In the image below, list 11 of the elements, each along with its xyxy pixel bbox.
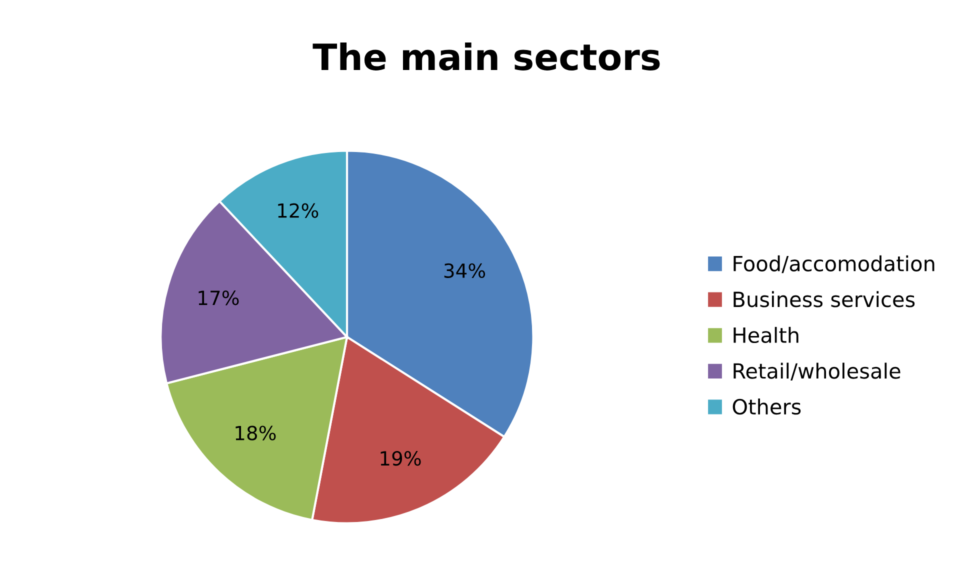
legend-label: Others	[732, 398, 801, 415]
legend-label: Business services	[734, 291, 915, 308]
data-label: 19%	[380, 451, 421, 466]
chart-title: The main sectors	[312, 42, 660, 70]
data-label: 18%	[236, 426, 276, 440]
data-label: 34%	[444, 263, 486, 278]
legend-label: Retail/wholesale	[734, 362, 900, 380]
data-label: 17%	[198, 290, 239, 306]
legend-label: Food/accomodation	[734, 255, 934, 274]
legend-label: Health	[734, 326, 798, 344]
data-label: 12%	[278, 203, 318, 218]
